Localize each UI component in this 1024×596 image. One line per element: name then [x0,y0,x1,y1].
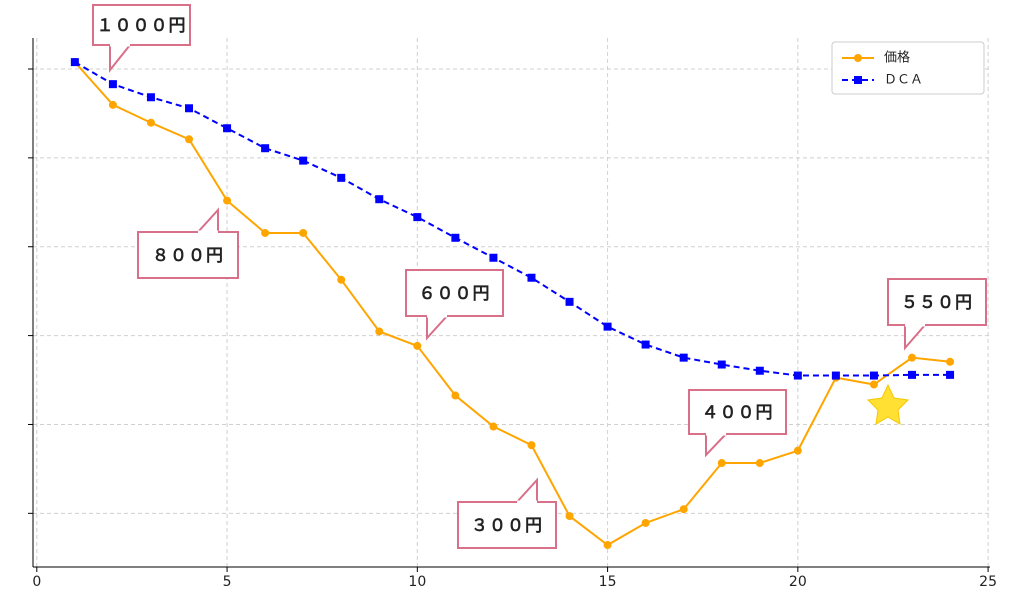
x-tick-label: 15 [599,574,617,590]
legend-box [831,41,985,95]
callout: ８００円 [137,207,239,279]
marker [793,371,802,380]
marker [603,322,612,331]
marker [679,505,688,514]
marker [223,124,232,133]
callout-box [457,501,557,549]
star [866,383,910,425]
x-tick-label: 20 [789,574,807,590]
marker [717,459,726,468]
legend-label: 価格 [884,50,910,66]
x-tick-label: 10 [408,574,426,590]
marker [946,370,955,379]
marker [337,173,346,182]
marker [565,297,574,306]
callout-text: ６００円 [419,284,491,304]
callout-text: ８００円 [152,246,224,266]
legend-marker [854,54,862,62]
x-tick-label: 5 [223,574,232,590]
callout-tail [904,324,928,351]
callout-tail [705,433,729,458]
grid [33,38,990,567]
legend-label: ＤＣＡ [884,73,923,88]
marker [527,273,536,282]
callout-text: ４００円 [702,403,774,423]
marker [375,327,384,336]
callout-box [137,231,239,279]
callout-box [405,269,504,317]
series-line [74,61,951,377]
callout: ６００円 [405,269,504,341]
marker [641,518,650,527]
marker [907,370,916,379]
marker [146,93,155,102]
marker [185,135,194,144]
callout-tail [426,315,450,341]
marker [108,80,117,89]
marker [261,228,270,237]
callout-text: ５５０円 [901,293,973,313]
marker [755,366,764,375]
callout: １０００円 [92,4,191,73]
series-line [74,61,951,547]
marker [413,341,422,350]
callout: ４００円 [688,389,787,458]
callout-box [887,278,987,326]
marker [717,360,726,369]
marker [146,118,155,127]
callout: ５５０円 [887,278,987,351]
marker [679,353,688,362]
marker [185,104,194,113]
marker [223,196,232,205]
marker [946,357,955,366]
marker [299,156,308,165]
marker [261,144,270,153]
marker [337,275,346,284]
marker [527,441,536,450]
callout: ３００円 [457,477,557,549]
marker [831,371,840,380]
marker [299,228,308,237]
marker [907,353,916,362]
marker [755,459,764,468]
marker [869,371,878,380]
x-tick-label: 0 [32,574,41,590]
marker [375,195,384,204]
callout-box [92,4,191,46]
marker [793,446,802,455]
callout-tail [109,44,133,73]
marker [451,233,460,242]
legend: 価格 ＤＣＡ [831,41,985,95]
marker [70,58,79,67]
marker [489,422,498,431]
marker [451,391,460,400]
marker [869,380,878,389]
callout-tail [195,207,219,233]
marker [413,213,422,222]
x-tick-label: 25 [979,574,997,590]
marker [603,541,612,550]
marker [641,340,650,349]
callout-box [688,389,787,435]
callout-tail [514,477,538,503]
callout-text: １０００円 [97,16,187,36]
marker [108,100,117,109]
callout-text: ３００円 [471,516,543,536]
marker [565,512,574,521]
legend-marker [854,76,862,84]
marker [489,253,498,262]
